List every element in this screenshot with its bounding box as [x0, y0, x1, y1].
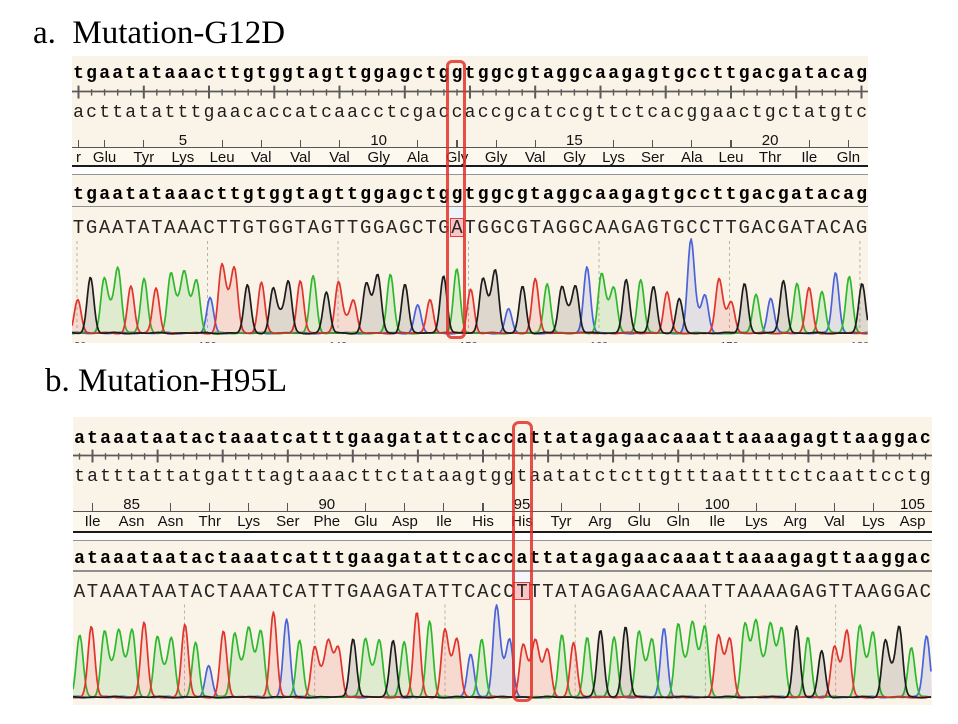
- svg-text:170: 170: [720, 341, 738, 344]
- svg-text:140: 140: [329, 341, 347, 344]
- svg-text:130: 130: [198, 341, 216, 344]
- svg-text:180: 180: [851, 341, 868, 344]
- svg-text:150: 150: [459, 341, 477, 344]
- svg-text:160: 160: [590, 341, 608, 344]
- svg-text:120: 120: [72, 341, 86, 344]
